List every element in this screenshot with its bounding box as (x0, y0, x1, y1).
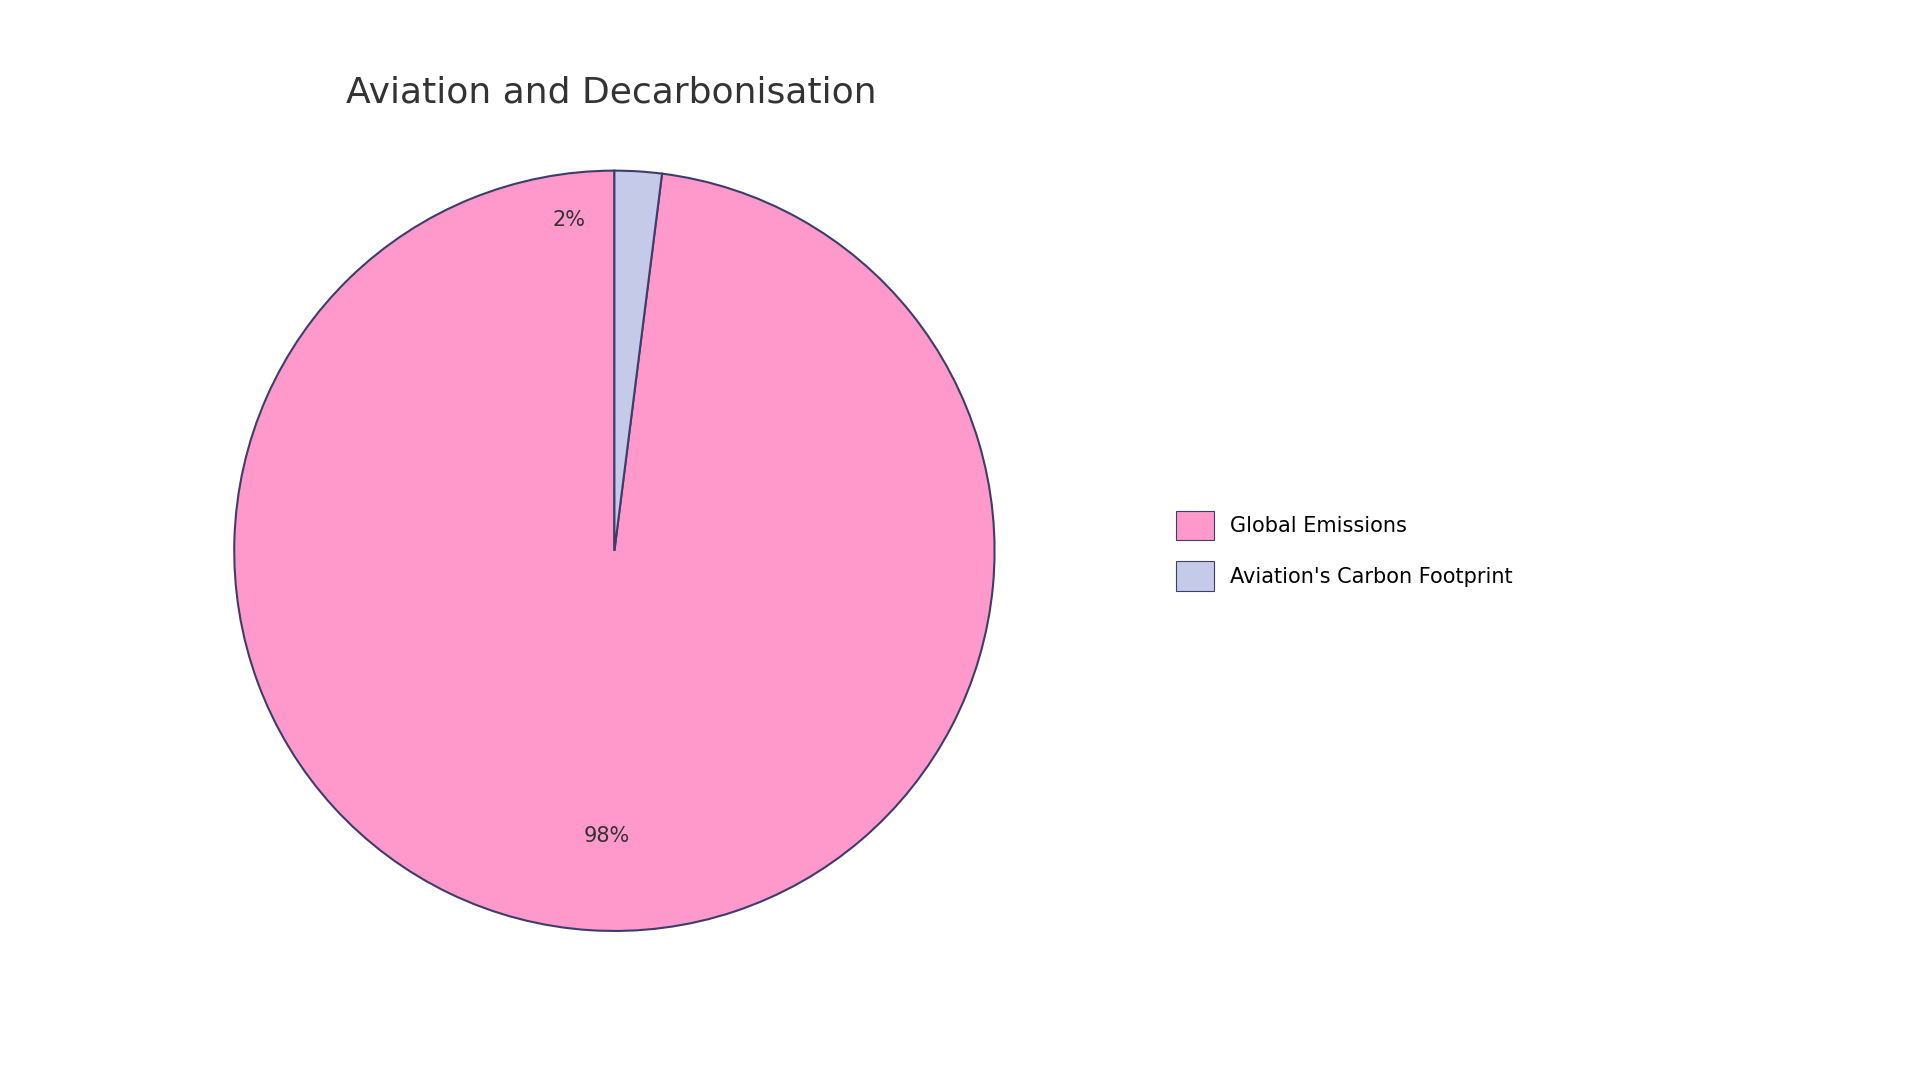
Text: Aviation and Decarbonisation: Aviation and Decarbonisation (346, 76, 876, 109)
Legend: Global Emissions, Aviation's Carbon Footprint: Global Emissions, Aviation's Carbon Foot… (1177, 511, 1513, 591)
Text: 98%: 98% (584, 826, 630, 846)
Text: 2%: 2% (553, 211, 586, 230)
Wedge shape (234, 171, 995, 931)
Wedge shape (614, 171, 662, 551)
